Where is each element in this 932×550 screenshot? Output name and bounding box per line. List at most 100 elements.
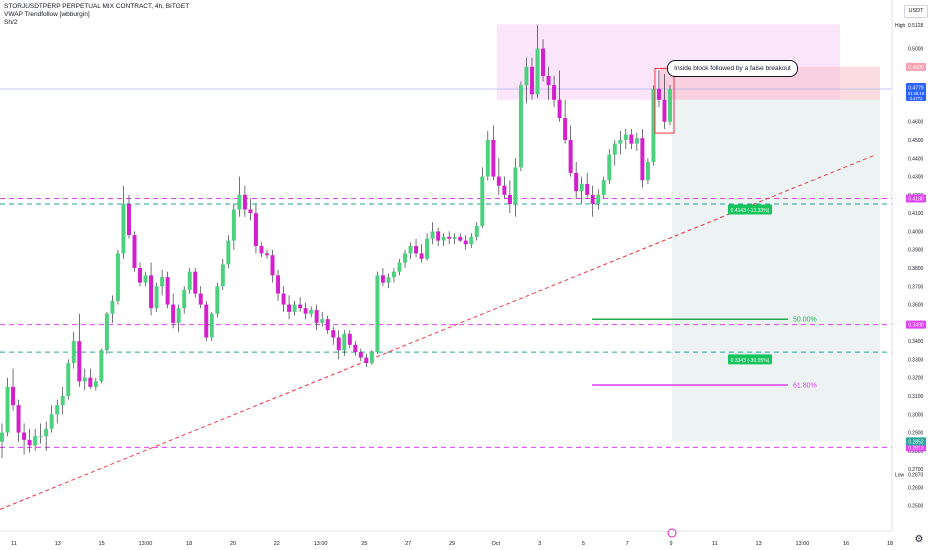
candle [546, 76, 551, 86]
candle [557, 99, 562, 119]
x-tick-label: 11 [11, 541, 17, 547]
candle [574, 172, 579, 192]
level-tag [906, 320, 926, 329]
candle [5, 386, 10, 433]
x-tick-label: 18 [186, 541, 192, 547]
candle [485, 140, 490, 177]
target-zone [672, 99, 880, 442]
candle [77, 341, 82, 382]
x-tick-label: 9 [669, 541, 672, 547]
candle [596, 194, 601, 204]
candle [126, 204, 131, 236]
x-tick-label: 3 [538, 541, 541, 547]
candle [176, 308, 181, 323]
candle [623, 134, 628, 140]
indicator-vwap-label[interactable]: VWAP Trendfollow [wbburgin] [4, 11, 90, 18]
target-tag-label: 0.3343 (-30.05%) [731, 358, 770, 364]
candle [93, 381, 98, 387]
candle [375, 275, 380, 353]
candle [491, 140, 496, 177]
candle [640, 138, 645, 181]
candle [104, 313, 109, 351]
annotation-callout: Inside block followed by a false breakou… [667, 60, 798, 77]
current-price-label: 0.4779 [908, 85, 924, 91]
candle [364, 357, 369, 364]
candle [55, 405, 60, 415]
x-tick-label: 13 [756, 541, 762, 547]
x-tick-label: 16 [843, 541, 849, 547]
level-tag [906, 443, 926, 452]
candle [303, 308, 308, 314]
candle [298, 304, 303, 309]
y-tick-label: 0.3800 [908, 266, 924, 272]
countdown-label: 01:46:19 [908, 91, 925, 96]
x-tick-label: Oct [492, 541, 501, 547]
candle [33, 436, 38, 446]
candle [342, 333, 347, 351]
y-tick-label: 0.2500 [908, 504, 924, 510]
y-tick-label: 0.4000 [908, 229, 924, 235]
candle [529, 66, 534, 95]
candle [662, 99, 667, 122]
candle [524, 66, 529, 86]
high-value: 0.5128 [908, 23, 924, 29]
candle [215, 286, 220, 314]
candle [535, 48, 540, 95]
candle [331, 330, 336, 338]
candle [187, 271, 192, 290]
zone-price-tag [906, 62, 926, 71]
x-tick-label: 5 [582, 541, 585, 547]
candle [165, 277, 170, 305]
candle [49, 414, 54, 429]
candle [452, 236, 457, 239]
candle [276, 275, 281, 294]
x-tick-label: 13 [55, 541, 61, 547]
gear-icon[interactable]: ⚙ [914, 534, 924, 545]
y-tick-label: 0.4500 [908, 138, 924, 144]
y-tick-label: 0.5000 [908, 47, 924, 53]
candle [309, 310, 314, 314]
candle [391, 271, 396, 278]
candle [82, 377, 87, 382]
candle [325, 319, 330, 331]
target-tag-label: 0.4143 (-13.33%) [731, 208, 770, 214]
y-tick-label: 0.3900 [908, 248, 924, 254]
candle [171, 304, 176, 323]
price-mark-label: 0.4772 [910, 96, 923, 101]
candle [149, 275, 154, 309]
candle [242, 194, 247, 210]
chart-header: STORJUSDTPERP PERPETUAL MIX CONTRACT, 4h… [4, 3, 189, 27]
low-label: Low [895, 473, 905, 479]
candle [209, 313, 214, 338]
y-tick-label: 0.3300 [908, 357, 924, 363]
y-tick-label: 0.4300 [908, 175, 924, 181]
candle [552, 85, 557, 100]
candle [629, 134, 634, 144]
x-tick-label: 20 [230, 541, 236, 547]
candle [447, 236, 452, 239]
y-tick-label: 0.4400 [908, 156, 924, 162]
candle [44, 428, 49, 437]
candle [507, 194, 512, 204]
candle [281, 293, 286, 305]
candle [568, 140, 573, 173]
candle [248, 209, 253, 214]
candle [607, 154, 612, 181]
x-tick-label: 18 [887, 541, 893, 547]
candle [408, 246, 413, 254]
y-tick-label: 0.3600 [908, 303, 924, 309]
candle [518, 85, 523, 168]
event-marker-icon[interactable] [667, 528, 677, 538]
currency-button[interactable]: USDT [904, 5, 928, 18]
x-tick-label: 13:00 [796, 541, 810, 547]
candle [71, 341, 76, 364]
y-tick-label: 0.2900 [908, 431, 924, 437]
candle [380, 275, 385, 283]
candle [231, 209, 236, 241]
candle [193, 271, 198, 294]
candle [287, 304, 292, 312]
zone-price-label: 0.4900 [908, 65, 924, 71]
candle [469, 236, 474, 245]
indicator-sh-label[interactable]: Sh/2 [4, 19, 18, 26]
